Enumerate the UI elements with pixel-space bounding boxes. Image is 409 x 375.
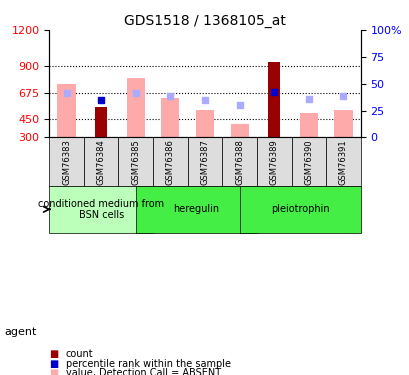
FancyBboxPatch shape <box>49 186 153 232</box>
Text: GSM76391: GSM76391 <box>338 139 347 184</box>
FancyBboxPatch shape <box>187 137 222 186</box>
Bar <box>230 124 248 137</box>
Text: GSM76386: GSM76386 <box>166 139 175 184</box>
Bar <box>161 98 179 137</box>
Text: ■: ■ <box>49 368 58 375</box>
Text: ■: ■ <box>49 350 58 359</box>
Bar <box>196 110 213 137</box>
Text: GSM76389: GSM76389 <box>269 139 278 184</box>
Text: pleiotrophin: pleiotrophin <box>270 204 329 214</box>
Title: GDS1518 / 1368105_at: GDS1518 / 1368105_at <box>124 13 285 28</box>
Text: heregulin: heregulin <box>173 204 219 214</box>
Bar <box>57 84 75 137</box>
Text: GSM76384: GSM76384 <box>97 139 106 184</box>
Text: GSM76390: GSM76390 <box>303 139 312 184</box>
FancyBboxPatch shape <box>118 137 153 186</box>
FancyBboxPatch shape <box>256 137 291 186</box>
Bar <box>267 62 280 137</box>
Bar <box>299 114 317 137</box>
Text: value, Detection Call = ABSENT: value, Detection Call = ABSENT <box>65 368 220 375</box>
FancyBboxPatch shape <box>135 186 256 232</box>
FancyBboxPatch shape <box>291 137 326 186</box>
Bar <box>126 78 144 137</box>
FancyBboxPatch shape <box>326 137 360 186</box>
Text: count: count <box>65 350 93 359</box>
FancyBboxPatch shape <box>153 137 187 186</box>
FancyBboxPatch shape <box>49 137 83 186</box>
Text: GSM76387: GSM76387 <box>200 139 209 184</box>
Text: agent: agent <box>4 327 36 337</box>
FancyBboxPatch shape <box>83 137 118 186</box>
Text: GSM76385: GSM76385 <box>131 139 140 184</box>
Text: GSM76388: GSM76388 <box>234 139 243 184</box>
Text: GSM76383: GSM76383 <box>62 139 71 184</box>
FancyBboxPatch shape <box>222 137 256 186</box>
Bar <box>95 107 107 137</box>
Text: percentile rank within the sample: percentile rank within the sample <box>65 359 230 369</box>
FancyBboxPatch shape <box>239 186 360 232</box>
Bar <box>334 110 352 137</box>
Text: ■: ■ <box>49 359 58 369</box>
Text: conditioned medium from
BSN cells: conditioned medium from BSN cells <box>38 198 164 220</box>
